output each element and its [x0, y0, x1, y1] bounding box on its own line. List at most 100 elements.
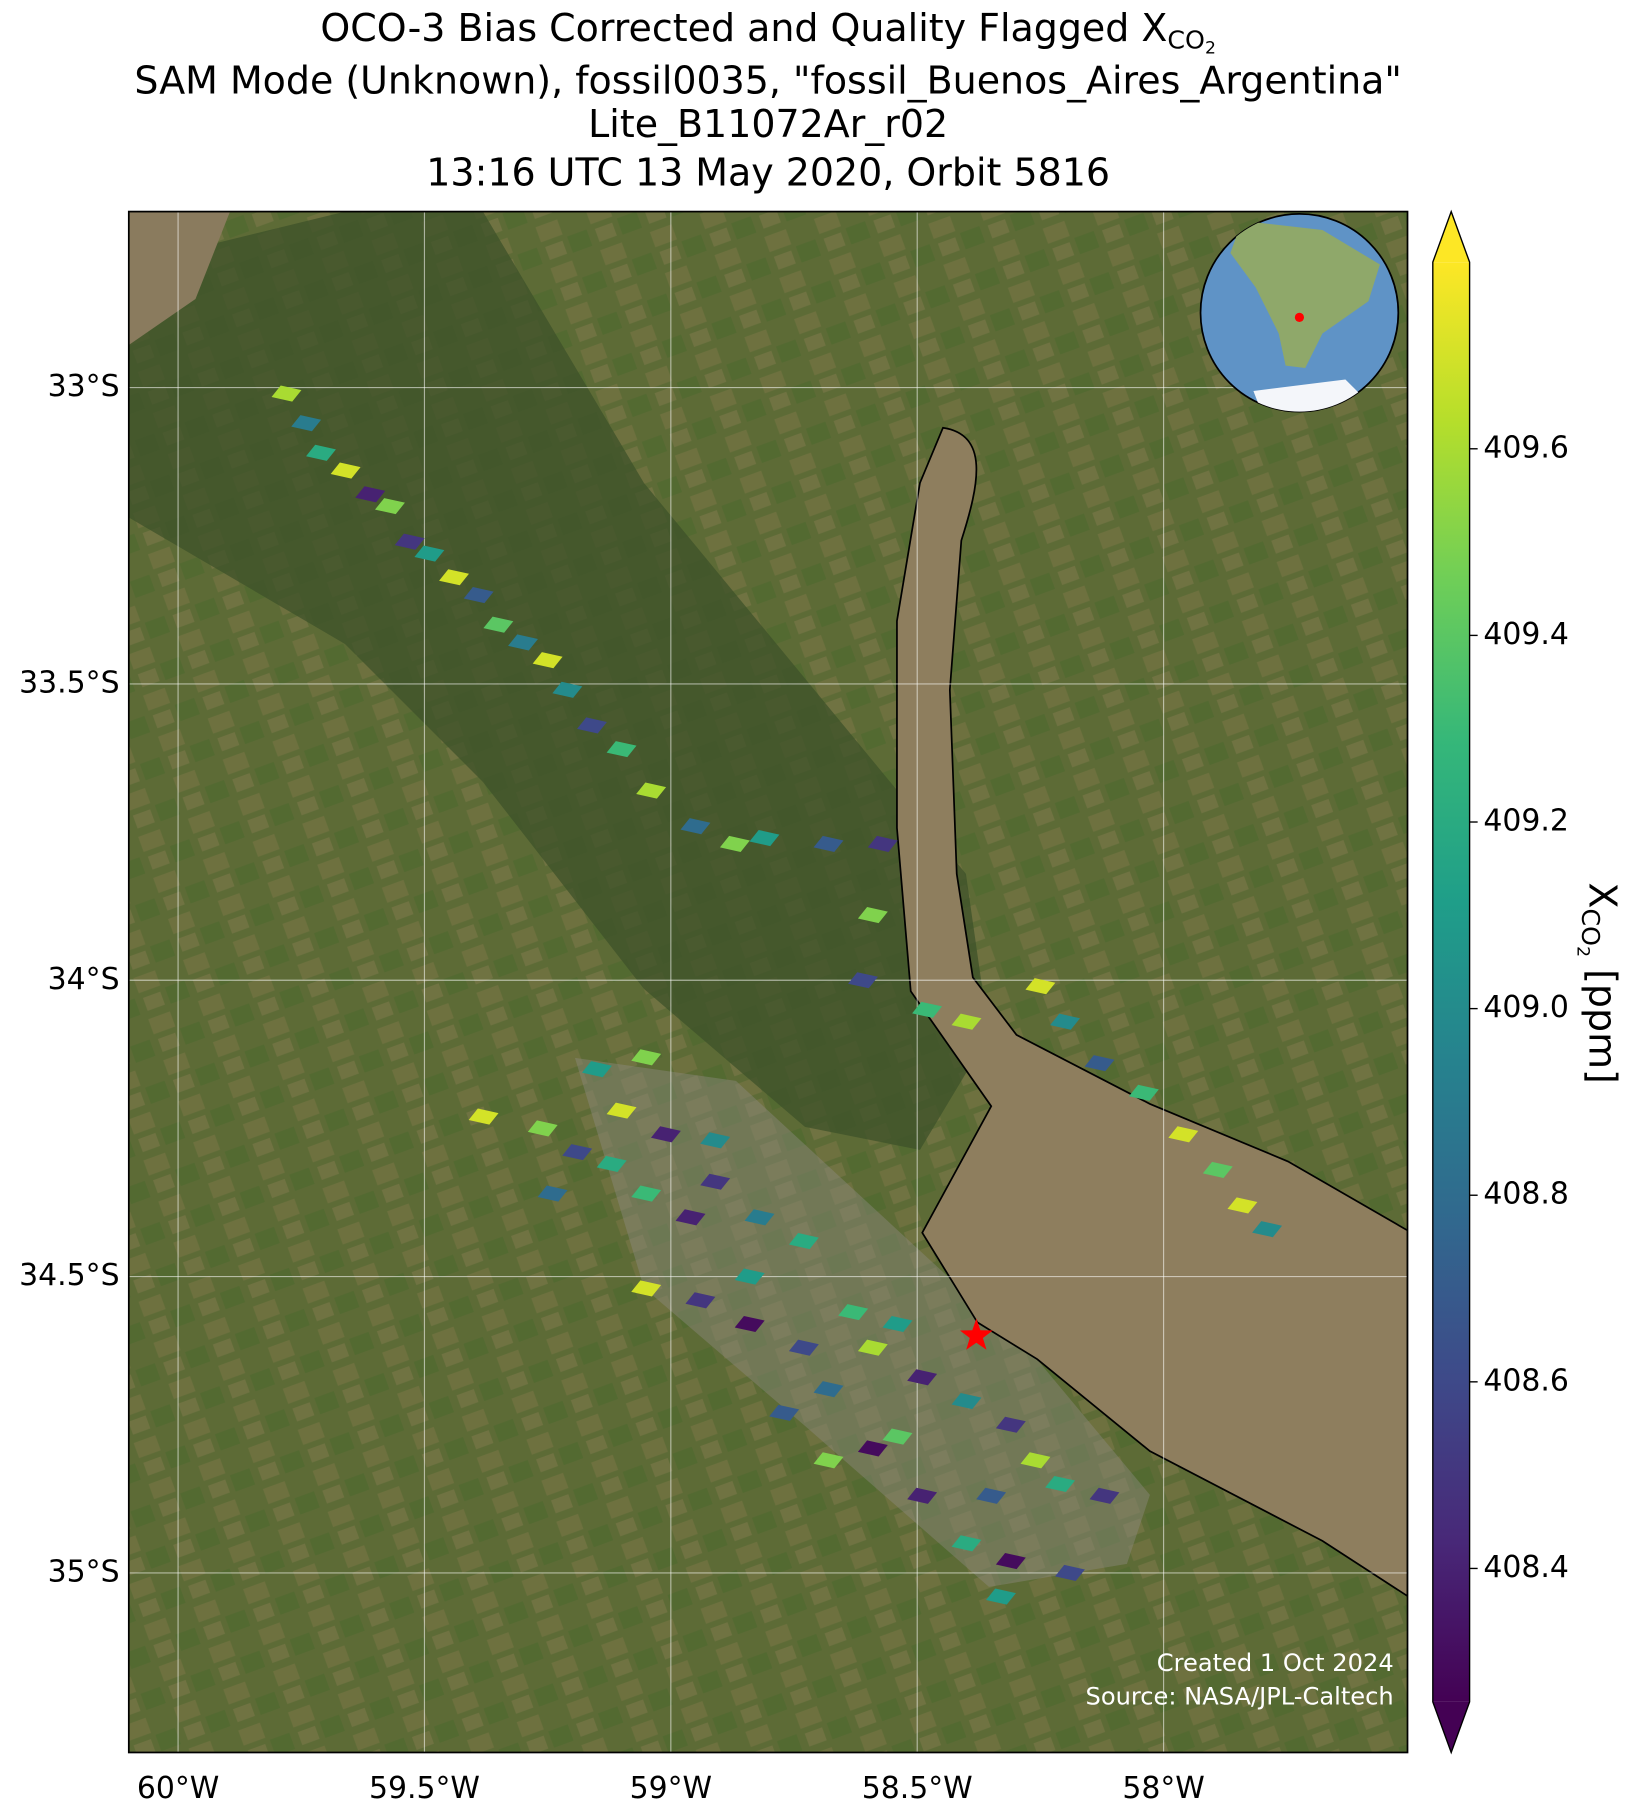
sounding	[976, 1487, 1007, 1504]
x-tick-label: 60°W	[137, 1771, 220, 1801]
colorbar-label-subscript: CO	[1576, 909, 1605, 947]
sounding	[951, 1013, 982, 1030]
sounding	[552, 681, 583, 698]
sounding	[606, 1102, 637, 1119]
sounding	[986, 1588, 1016, 1605]
y-tick-label: 34.5°S	[19, 1258, 119, 1293]
colorbar-extend-max	[1432, 211, 1470, 263]
sounding	[838, 1304, 869, 1321]
colorbar-extend-min	[1432, 1701, 1470, 1753]
sounding	[562, 1144, 593, 1161]
sounding	[1252, 1221, 1283, 1238]
sounding	[650, 1126, 681, 1143]
sounding	[995, 1552, 1026, 1570]
sounding	[848, 972, 878, 989]
sounding	[882, 1428, 913, 1445]
sounding	[1055, 1564, 1085, 1581]
colorbar-tick-label: 409.0	[1483, 990, 1569, 1025]
grid	[128, 211, 1408, 1753]
colorbar: 408.4 408.6 408.8 409.0 409.2 409.4 409.6	[1432, 209, 1569, 1755]
title-subscript: CO	[1167, 25, 1205, 54]
sounding	[1084, 1055, 1115, 1072]
sounding	[700, 1132, 731, 1149]
sounding	[1020, 1452, 1051, 1469]
globe-site	[1294, 312, 1305, 322]
sounding	[636, 782, 667, 799]
sounding	[271, 385, 302, 402]
urban-area	[574, 1057, 1150, 1587]
estuary	[896, 426, 1408, 1598]
sounding	[719, 835, 750, 852]
x-tick-label: 58°W	[1122, 1771, 1205, 1801]
colorbar-tick-label: 409.2	[1483, 804, 1569, 839]
y-tick-label: 33°S	[48, 369, 120, 404]
sounding	[769, 1404, 800, 1421]
sounding	[532, 652, 563, 669]
sounding	[857, 1440, 888, 1457]
colorbar-tick-label: 408.8	[1483, 1177, 1569, 1212]
river-water	[128, 211, 230, 345]
sounding	[394, 533, 425, 550]
sounding	[1202, 1161, 1233, 1178]
sounding	[631, 1049, 662, 1066]
colorbar-label-subsubscript: 2	[1572, 946, 1592, 957]
sounding	[813, 1381, 844, 1398]
title-text: OCO-3 Bias Corrected and Quality Flagged…	[320, 5, 1167, 49]
sounding	[306, 444, 336, 461]
sounding	[291, 415, 322, 432]
sounding	[1168, 1126, 1199, 1143]
sounding	[330, 462, 361, 479]
sounding	[734, 1315, 765, 1333]
sounding	[744, 1209, 775, 1226]
sounding	[1227, 1197, 1258, 1214]
sounding	[606, 741, 637, 758]
subtitle-line: SAM Mode (Unknown), fossil0035, "fossil_…	[134, 58, 1401, 102]
sounding	[483, 616, 514, 633]
sounding	[857, 1339, 888, 1356]
sounding	[1089, 1487, 1120, 1504]
sounding	[1025, 978, 1056, 995]
subtitle-line: Lite_B11072Ar_r02	[588, 102, 948, 146]
soundings	[271, 385, 1283, 1605]
x-tick-label: 58.5°W	[862, 1771, 973, 1801]
y-tick-label: 34°S	[48, 962, 120, 997]
y-tick-label: 35°S	[48, 1554, 120, 1589]
sounding	[700, 1173, 731, 1190]
sounding	[414, 545, 445, 562]
sounding	[375, 498, 405, 515]
sounding	[675, 1209, 706, 1226]
subtitle-line: 13:16 UTC 13 May 2020, Orbit 5816	[426, 150, 1110, 194]
sounding	[537, 1185, 568, 1202]
colorbar-label: XCO2 [ppm]	[1572, 883, 1625, 1084]
y-tick-label: 33.5°S	[19, 665, 119, 700]
credit: Created 1 Oct 2024	[1157, 1649, 1394, 1677]
x-tick-label: 59°W	[630, 1771, 713, 1801]
sounding	[857, 907, 888, 924]
colorbar-label-text: X	[1581, 883, 1625, 909]
sounding	[685, 1292, 716, 1309]
sounding	[995, 1416, 1026, 1433]
sounding	[734, 1268, 765, 1285]
sounding	[882, 1315, 913, 1333]
sounding	[581, 1061, 612, 1078]
sounding	[596, 1155, 627, 1173]
title-line: OCO-3 Bias Corrected and Quality Flagged…	[320, 5, 1216, 58]
credit: Source: NASA/JPL-Caltech	[1086, 1682, 1394, 1710]
title-subsubscript: 2	[1205, 38, 1216, 58]
sounding	[527, 1120, 558, 1137]
sounding	[867, 835, 898, 852]
sounding	[907, 1487, 938, 1504]
colorbar-outline	[1432, 209, 1471, 1755]
sounding	[749, 829, 780, 847]
sounding	[1128, 1084, 1159, 1101]
sounding	[355, 486, 386, 503]
sounding	[508, 634, 538, 651]
sounding	[680, 818, 711, 835]
title: OCO-3 Bias Corrected and Quality Flagged…	[134, 5, 1401, 194]
sounding	[1045, 1475, 1076, 1493]
colorbar-label-unit: [ppm]	[1581, 957, 1625, 1084]
sounding	[1050, 1013, 1080, 1030]
sounding	[788, 1232, 819, 1250]
sounding	[912, 1001, 943, 1018]
sounding	[463, 586, 494, 604]
